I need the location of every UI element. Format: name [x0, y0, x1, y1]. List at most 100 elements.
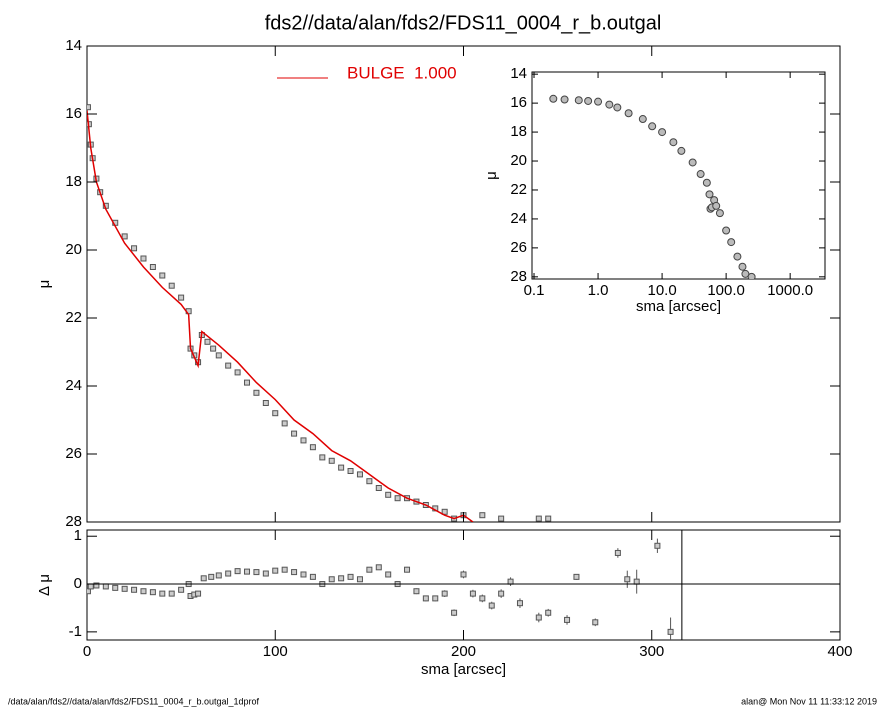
data-point [498, 590, 505, 597]
data-point [210, 345, 217, 352]
data-point [584, 96, 593, 105]
data-point [253, 569, 260, 576]
x-tick-label: 100 [263, 643, 288, 660]
data-point [479, 512, 486, 519]
x-tick-label: 100.0 [707, 282, 745, 299]
data-point [573, 573, 580, 580]
data-point [347, 573, 354, 580]
data-point [291, 430, 298, 437]
data-point [356, 576, 363, 583]
y-tick-label: 0 [74, 575, 82, 592]
data-point [747, 272, 756, 279]
data-point [208, 573, 215, 580]
data-point [244, 568, 251, 575]
data-point [516, 600, 523, 607]
data-point [654, 542, 661, 549]
data-point [319, 454, 326, 461]
y-tick-label: 24 [65, 377, 82, 394]
y-tick-label: 14 [510, 65, 527, 82]
model-line [87, 110, 474, 522]
data-point [281, 420, 288, 427]
data-point [140, 588, 147, 595]
y-axis-label: Δ μ [36, 574, 53, 596]
data-point [87, 583, 94, 590]
data-point [564, 616, 571, 623]
data-point [338, 464, 345, 471]
data-point [507, 578, 514, 585]
data-point [733, 252, 742, 261]
data-point [121, 585, 128, 592]
data-point [404, 566, 411, 573]
data-point [441, 508, 448, 515]
data-point [688, 158, 697, 167]
x-tick-label: 300 [639, 643, 664, 660]
plot-area [87, 538, 674, 640]
y-tick-label: 1 [74, 527, 82, 544]
data-point [394, 495, 401, 502]
data-point [253, 389, 260, 396]
data-point [702, 178, 711, 187]
data-point [300, 571, 307, 578]
data-point [87, 104, 91, 111]
data-point [281, 566, 288, 573]
data-point [328, 576, 335, 583]
data-point [545, 609, 552, 616]
data-point [413, 588, 420, 595]
data-point [140, 255, 147, 262]
data-point [614, 549, 621, 556]
x-tick-label: 0 [83, 643, 91, 660]
y-tick-label: 18 [65, 173, 82, 190]
x-tick-label: 400 [827, 643, 852, 660]
data-point [488, 602, 495, 609]
data-point [385, 571, 392, 578]
data-point [121, 233, 128, 240]
data-point [159, 590, 166, 597]
data-point [149, 589, 156, 596]
data-point [291, 569, 298, 576]
data-point [178, 586, 185, 593]
data-point [574, 96, 583, 105]
data-point [633, 578, 640, 585]
data-point [300, 437, 307, 444]
data-point [375, 485, 382, 491]
data-point [715, 209, 724, 218]
data-point [225, 570, 232, 577]
data-point [102, 583, 109, 590]
plot-frame [531, 71, 826, 280]
y-tick-label: 22 [65, 309, 82, 326]
y-axis-label: μ [36, 280, 53, 289]
data-point [112, 584, 119, 591]
data-point [545, 515, 552, 522]
y-tick-label: 26 [510, 239, 527, 256]
chart-title: fds2//data/alan/fds2/FDS11_0004_r_b.outg… [265, 12, 662, 34]
data-point [131, 586, 138, 593]
data-point [638, 115, 647, 124]
y-tick-label: -1 [69, 623, 82, 640]
data-point [131, 245, 138, 252]
data-point [338, 575, 345, 582]
y-tick-label: 16 [65, 105, 82, 122]
data-point [200, 575, 207, 582]
data-point [549, 94, 558, 103]
data-point [244, 379, 251, 386]
data-point [613, 103, 622, 112]
data-point [648, 122, 657, 131]
data-point [624, 576, 631, 583]
data-point [93, 582, 100, 589]
data-point [309, 444, 316, 451]
data-point [738, 262, 747, 271]
data-point [451, 609, 458, 616]
data-point [605, 100, 614, 109]
data-point [366, 478, 373, 485]
data-point [624, 109, 633, 118]
data-point [195, 590, 202, 597]
y-tick-label: 26 [65, 445, 82, 462]
data-point [272, 410, 279, 417]
data-point [722, 226, 731, 235]
data-point [422, 595, 429, 602]
x-tick-label: 1000.0 [767, 282, 813, 299]
data-point [272, 567, 279, 574]
data-point [178, 294, 185, 301]
data-point [705, 190, 714, 199]
